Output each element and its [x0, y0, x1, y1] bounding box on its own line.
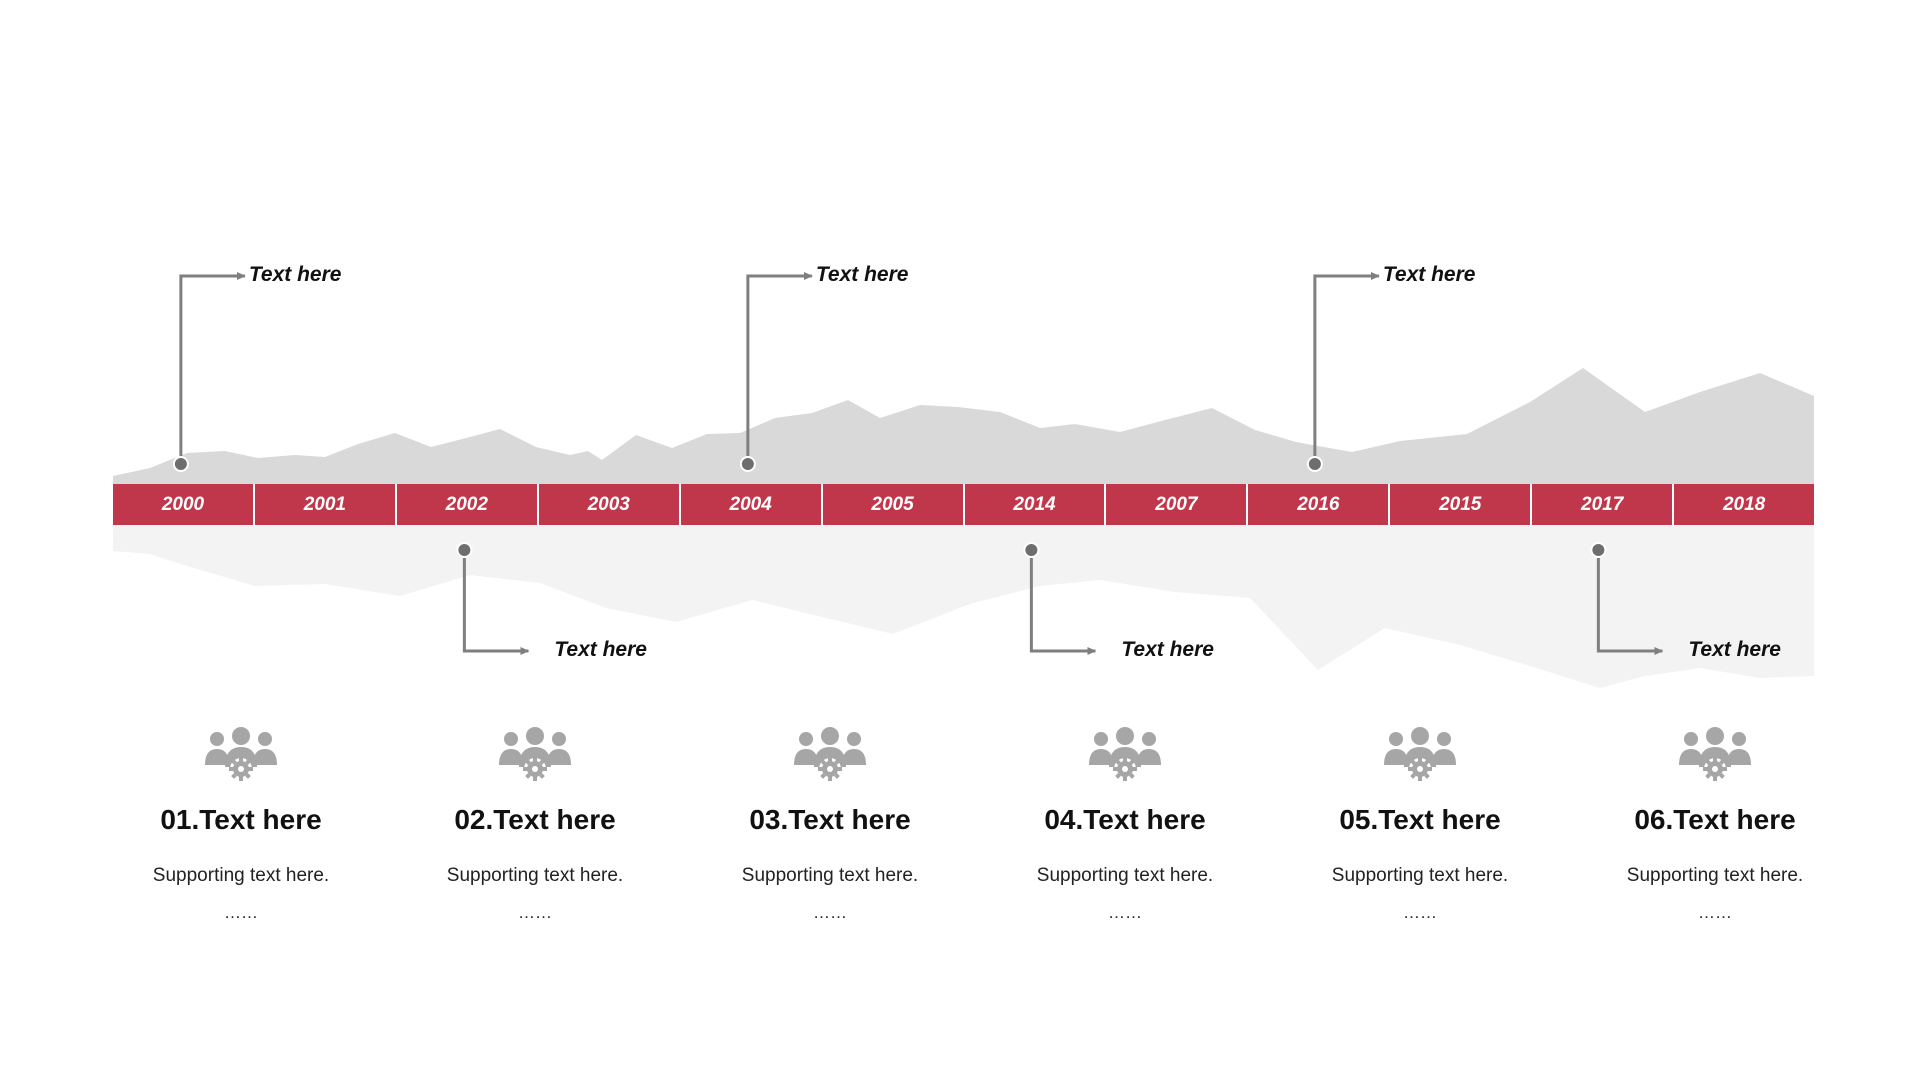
year-cell-2000: 2000: [113, 484, 255, 525]
year-cell-2017: 2017: [1532, 484, 1675, 525]
info-item-4: 04.Text here Supporting text here. ……: [979, 725, 1271, 923]
team-settings-icon: [1679, 727, 1751, 781]
item-supporting-text: Supporting text here.: [1331, 865, 1509, 886]
item-ellipsis: ……: [224, 903, 258, 922]
year-cell-2018: 2018: [1674, 484, 1815, 525]
top-callout-dot-2: [739, 456, 756, 472]
info-item-1: 01.Text here Supporting text here. ……: [95, 725, 387, 923]
year-cell-2003: 2003: [538, 484, 681, 525]
item-title: 01.Text here: [160, 804, 322, 835]
mountain-top-shape: [113, 368, 1814, 484]
bottom-callout-dot-2: [1023, 542, 1040, 558]
year-cell-2005: 2005: [822, 484, 965, 525]
item-ellipsis: ……: [813, 903, 847, 922]
year-cell-2015: 2015: [1390, 484, 1533, 525]
bottom-callout-connector-1: [462, 558, 530, 655]
team-settings-icon: [499, 727, 571, 781]
info-item-5: 05.Text here Supporting text here. ……: [1274, 725, 1566, 923]
info-item-2: 02.Text here Supporting text here. ……: [389, 725, 681, 923]
item-supporting-text: Supporting text here.: [152, 865, 330, 886]
bottom-callout-label-3: Text here: [1688, 638, 1781, 661]
item-ellipsis: ……: [1108, 903, 1142, 922]
item-supporting-text: Supporting text here.: [1626, 865, 1804, 886]
item-supporting-text: Supporting text here.: [446, 865, 624, 886]
top-callout-dot-3: [1306, 456, 1323, 472]
top-callout-label-2: Text here: [815, 263, 909, 286]
bottom-callout-dot-1: [456, 542, 473, 558]
info-item-3: 03.Text here Supporting text here. ……: [684, 725, 976, 923]
top-callout-label-3: Text here: [1382, 263, 1476, 286]
team-settings-icon: [205, 727, 277, 781]
year-cell-2016: 2016: [1248, 484, 1391, 525]
item-title: 06.Text here: [1634, 804, 1796, 835]
team-settings-icon: [794, 727, 866, 781]
item-title: 05.Text here: [1339, 804, 1501, 835]
year-cell-2014: 2014: [964, 484, 1107, 525]
top-callout-dot-1: [172, 456, 189, 472]
top-callout-connector-3: [1313, 272, 1380, 456]
year-cell-2001: 2001: [254, 484, 397, 525]
bottom-callout-connector-2: [1029, 558, 1097, 655]
bottom-callout-label-2: Text here: [1121, 638, 1214, 661]
top-callout-label-1: Text here: [248, 263, 342, 286]
info-item-6: 06.Text here Supporting text here. ……: [1569, 725, 1861, 923]
bottom-callout-dot-3: [1590, 542, 1607, 558]
item-ellipsis: ……: [1698, 903, 1732, 922]
year-bar: 2000 2001 2002 2003 2004 2005 2014 2007 2016 2015…: [113, 484, 1815, 525]
bottom-callout-label-1: Text here: [554, 638, 647, 661]
item-ellipsis: ……: [518, 903, 552, 922]
mountain-bottom-shape: [113, 525, 1814, 688]
bottom-callout-connector-3: [1596, 558, 1664, 655]
top-callout-connector-2: [746, 272, 813, 456]
item-title: 04.Text here: [1044, 804, 1206, 835]
item-ellipsis: ……: [1403, 903, 1437, 922]
item-title: 03.Text here: [749, 804, 911, 835]
item-supporting-text: Supporting text here.: [741, 865, 919, 886]
team-settings-icon: [1384, 727, 1456, 781]
item-title: 02.Text here: [454, 804, 616, 835]
year-cell-2002: 2002: [396, 484, 539, 525]
top-callout-connector-1: [179, 272, 246, 456]
team-settings-icon: [1089, 727, 1161, 781]
year-cell-2007: 2007: [1106, 484, 1249, 525]
item-supporting-text: Supporting text here.: [1036, 865, 1214, 886]
year-cell-2004: 2004: [680, 484, 823, 525]
